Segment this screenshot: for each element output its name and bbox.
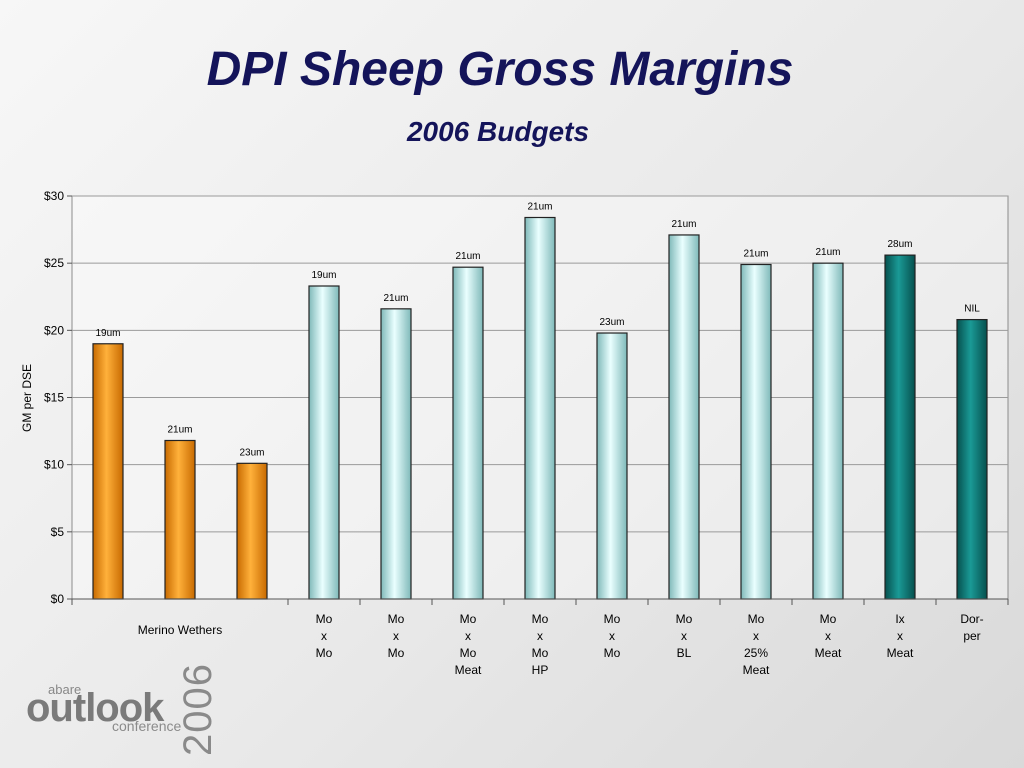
x-category-label: Mo [460,646,477,660]
bar [308,285,340,600]
bar [380,308,412,600]
bar [92,343,124,600]
logo-abare-text: abare [48,682,82,697]
x-category-label: x [537,629,543,643]
x-category-label: Mo [388,646,405,660]
logo-outlook-text: outlook [26,686,164,730]
x-category-label: x [393,629,399,643]
logo-year-text: 2006 [176,663,220,756]
x-category-label: BL [677,646,692,660]
bar [524,216,556,600]
x-category-label: Meat [455,663,482,677]
bar [812,262,844,600]
x-category-label: Meat [743,663,770,677]
data-label: 28um [887,239,912,250]
x-category-label: Mo [388,612,405,626]
y-tick-label: $20 [44,323,64,337]
x-category-label: x [753,629,759,643]
x-category-label: Meat [887,646,914,660]
x-category-label: Merino Wethers [138,623,222,637]
data-label: 21um [671,219,696,230]
x-category-label: x [681,629,687,643]
x-category-label: Mo [460,612,477,626]
data-label: 21um [167,424,192,435]
x-category-label: Mo [820,612,837,626]
x-category-label: Mo [316,646,333,660]
bar [956,318,988,600]
x-category-label: x [825,629,831,643]
slide-title: DPI Sheep Gross Margins [206,43,794,96]
data-label: 21um [383,293,408,304]
data-label: 19um [311,270,336,281]
data-label: NIL [964,304,980,315]
x-category-label: 25% [744,646,768,660]
x-category-label: x [609,629,615,643]
y-axis-label: GM per DSE [20,364,34,432]
x-category-label: Mo [748,612,765,626]
x-category-label: x [321,629,327,643]
x-category-label: x [465,629,471,643]
bar [740,263,772,600]
outlook-conference-logo: abare outlook conference 2006 [26,660,226,760]
y-tick-label: $5 [51,525,65,539]
y-tick-label: $0 [51,592,65,606]
data-label: 21um [815,247,840,258]
y-tick-label: $10 [44,458,64,472]
x-category-label: Ix [895,612,904,626]
bar [884,254,916,600]
data-label: 21um [527,201,552,212]
bar [236,462,268,600]
x-category-label: per [963,629,980,643]
bar [164,439,196,600]
y-tick-label: $15 [44,391,64,405]
x-category-label: Mo [604,612,621,626]
data-label: 23um [239,447,264,458]
logo-conference-text: conference [112,718,182,734]
bar [668,234,700,600]
x-category-label: Mo [604,646,621,660]
x-category-label: Mo [532,612,549,626]
x-category-label: Dor- [960,612,983,626]
data-label: 19um [95,328,120,339]
bar [596,332,628,600]
x-category-label: HP [532,663,549,677]
bar [452,266,484,600]
x-category-label: Mo [676,612,693,626]
x-category-label: Mo [532,646,549,660]
data-label: 21um [743,249,768,260]
x-category-label: Meat [815,646,842,660]
x-category-label: Mo [316,612,333,626]
data-label: 23um [599,317,624,328]
y-tick-label: $25 [44,256,64,270]
y-tick-label: $30 [44,189,64,203]
data-label: 21um [455,251,480,262]
slide-subtitle: 2006 Budgets [406,116,590,147]
x-category-label: x [897,629,903,643]
